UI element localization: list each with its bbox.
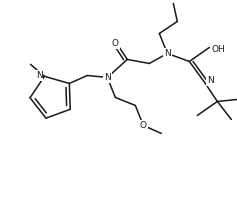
Text: OH: OH [211,45,225,55]
Text: O: O [112,39,119,48]
Text: N: N [36,71,42,80]
Text: N: N [104,73,111,82]
Text: N: N [207,76,214,85]
Text: N: N [164,49,171,58]
Text: O: O [140,121,147,130]
